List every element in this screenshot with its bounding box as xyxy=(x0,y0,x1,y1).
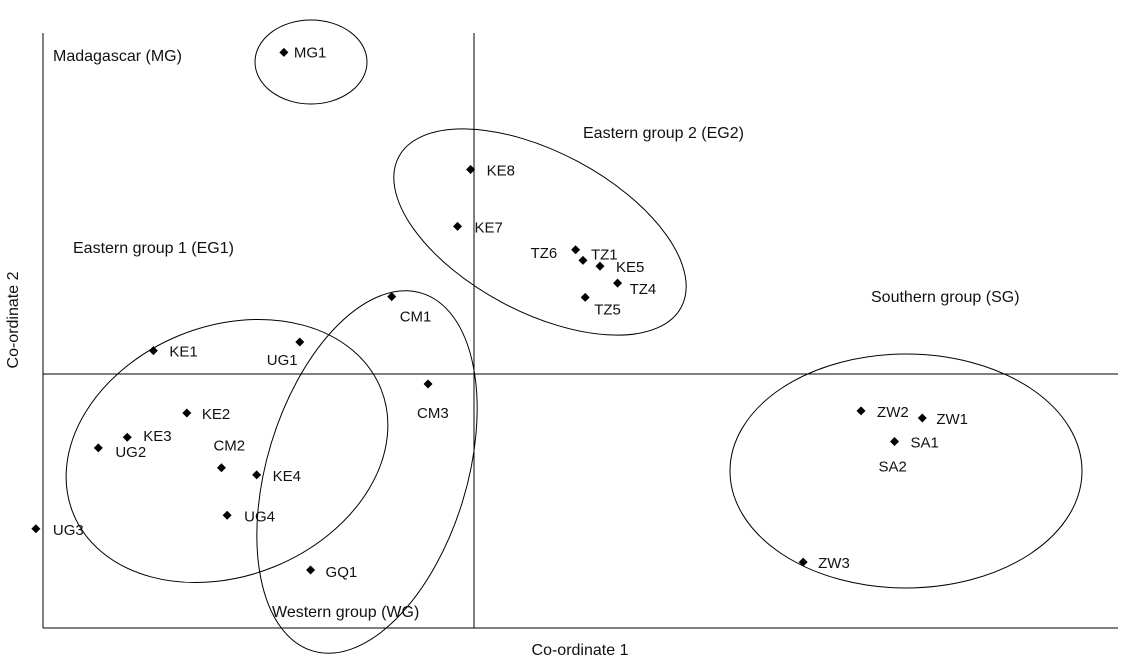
data-point-label: ZW3 xyxy=(818,555,850,572)
data-point-marker xyxy=(578,255,588,265)
data-point-label: SA1 xyxy=(911,434,939,451)
data-point-marker xyxy=(279,47,289,57)
data-point-label: ZW1 xyxy=(936,411,968,428)
data-point-marker xyxy=(580,292,590,302)
data-point-label: ZW2 xyxy=(877,404,909,421)
data-point-marker xyxy=(423,379,433,389)
y-axis-label: Co-ordinate 2 xyxy=(5,271,22,368)
data-point-marker xyxy=(216,463,226,473)
data-point-label: UG4 xyxy=(244,508,275,525)
group-label: Eastern group 2 (EG2) xyxy=(583,125,744,142)
data-point-marker xyxy=(917,413,927,423)
data-point-label: CM2 xyxy=(213,438,245,455)
group-ellipse xyxy=(65,318,389,584)
data-point-label: KE3 xyxy=(143,428,171,445)
x-axis-label: Co-ordinate 1 xyxy=(532,642,629,659)
data-point-marker xyxy=(613,278,623,288)
data-point-label: KE1 xyxy=(169,344,197,361)
group-ellipse xyxy=(729,353,1083,589)
data-point-marker xyxy=(93,443,103,453)
data-point-label: TZ1 xyxy=(591,246,618,263)
data-point-label: CM3 xyxy=(417,405,449,422)
data-point-label: CM1 xyxy=(400,309,432,326)
data-point-label: GQ1 xyxy=(326,564,358,581)
data-point-label: KE4 xyxy=(273,468,301,485)
data-point-label: SA2 xyxy=(879,458,907,475)
data-point-marker xyxy=(31,524,41,534)
group-labels: Madagascar (MG) Eastern group 2 (EG2) East… xyxy=(53,48,1020,621)
data-point-label: KE5 xyxy=(616,259,644,276)
data-point-marker xyxy=(571,245,581,255)
data-point-marker xyxy=(798,557,808,567)
data-point-marker xyxy=(122,432,132,442)
data-point-marker xyxy=(148,346,158,356)
data-point-marker xyxy=(222,510,232,520)
data-point-marker xyxy=(453,221,463,231)
group-label: Eastern group 1 (EG1) xyxy=(73,240,234,257)
data-point-marker xyxy=(306,565,316,575)
data-point-marker xyxy=(856,406,866,416)
data-point-marker xyxy=(387,292,397,302)
group-label: Madagascar (MG) xyxy=(53,48,182,65)
group-label: Southern group (SG) xyxy=(871,289,1020,306)
data-point-marker xyxy=(890,436,900,446)
plot-frame xyxy=(42,33,1118,629)
data-point-marker xyxy=(252,470,262,480)
data-point-label: UG2 xyxy=(115,444,146,461)
data-point-marker xyxy=(295,337,305,347)
data-point-marker xyxy=(595,261,605,271)
data-point-label: TZ4 xyxy=(630,281,657,298)
data-point-label: TZ5 xyxy=(594,301,621,318)
data-point-label: KE8 xyxy=(487,163,515,180)
data-point-label: UG1 xyxy=(267,352,298,369)
data-point-label: KE7 xyxy=(475,219,503,236)
data-point-marker xyxy=(466,165,476,175)
group-ellipse xyxy=(256,290,478,654)
data-point-label: UG3 xyxy=(53,522,84,539)
group-ellipse xyxy=(393,128,687,336)
group-ellipses xyxy=(65,19,1083,654)
data-point-marker xyxy=(182,408,192,418)
group-label: Western group (WG) xyxy=(272,604,419,621)
data-point-label: KE2 xyxy=(202,406,230,423)
group-ellipse xyxy=(254,19,368,105)
data-point-label: TZ6 xyxy=(531,245,558,262)
data-point-label: MG1 xyxy=(294,44,327,61)
